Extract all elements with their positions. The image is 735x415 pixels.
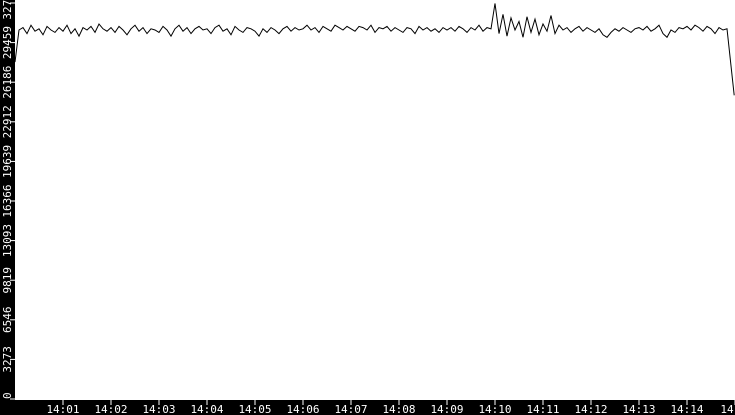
y-tick-label: 9819 <box>1 267 14 294</box>
y-tick-label: 26186 <box>1 66 14 99</box>
y-tick-label: 16366 <box>1 184 14 217</box>
x-tick-label: 14:14 <box>670 403 703 415</box>
y-tick-label: 3273 <box>1 346 14 373</box>
y-tick-label: 6546 <box>1 307 14 334</box>
y-tick-label: 22912 <box>1 105 14 138</box>
x-tick-label: 14:03 <box>142 403 175 415</box>
x-tick-label: 14:04 <box>190 403 223 415</box>
y-tick-label: 13093 <box>1 224 14 257</box>
x-tick-label: 14:01 <box>46 403 79 415</box>
x-tick-label: 14:10 <box>478 403 511 415</box>
y-tick-label: 32732 <box>1 0 14 20</box>
x-axis: 14:01 14:02 14:03 14:04 14:05 14:06 14:07 14:08… <box>46 400 735 415</box>
y-tick-label: 0 <box>1 392 14 399</box>
y-axis: 0 3273 6546 9819 13093 16366 19639 22912 26186 29… <box>1 0 15 400</box>
x-tick-label: 14:02 <box>94 403 127 415</box>
x-tick-label: 14:11 <box>526 403 559 415</box>
plot-area <box>15 0 735 400</box>
x-tick-label: 14:08 <box>382 403 415 415</box>
series-line <box>14 3 735 96</box>
x-tick-label: 14:13 <box>622 403 655 415</box>
x-tick-label: 14:05 <box>238 403 271 415</box>
x-tick-label: 14 <box>720 403 734 415</box>
x-tick-label: 14:06 <box>286 403 319 415</box>
y-tick-label: 19639 <box>1 145 14 178</box>
y-tick-label: 29459 <box>1 26 14 59</box>
x-tick-label: 14:07 <box>334 403 367 415</box>
x-tick-label: 14:09 <box>430 403 463 415</box>
x-tick-label: 14:12 <box>574 403 607 415</box>
